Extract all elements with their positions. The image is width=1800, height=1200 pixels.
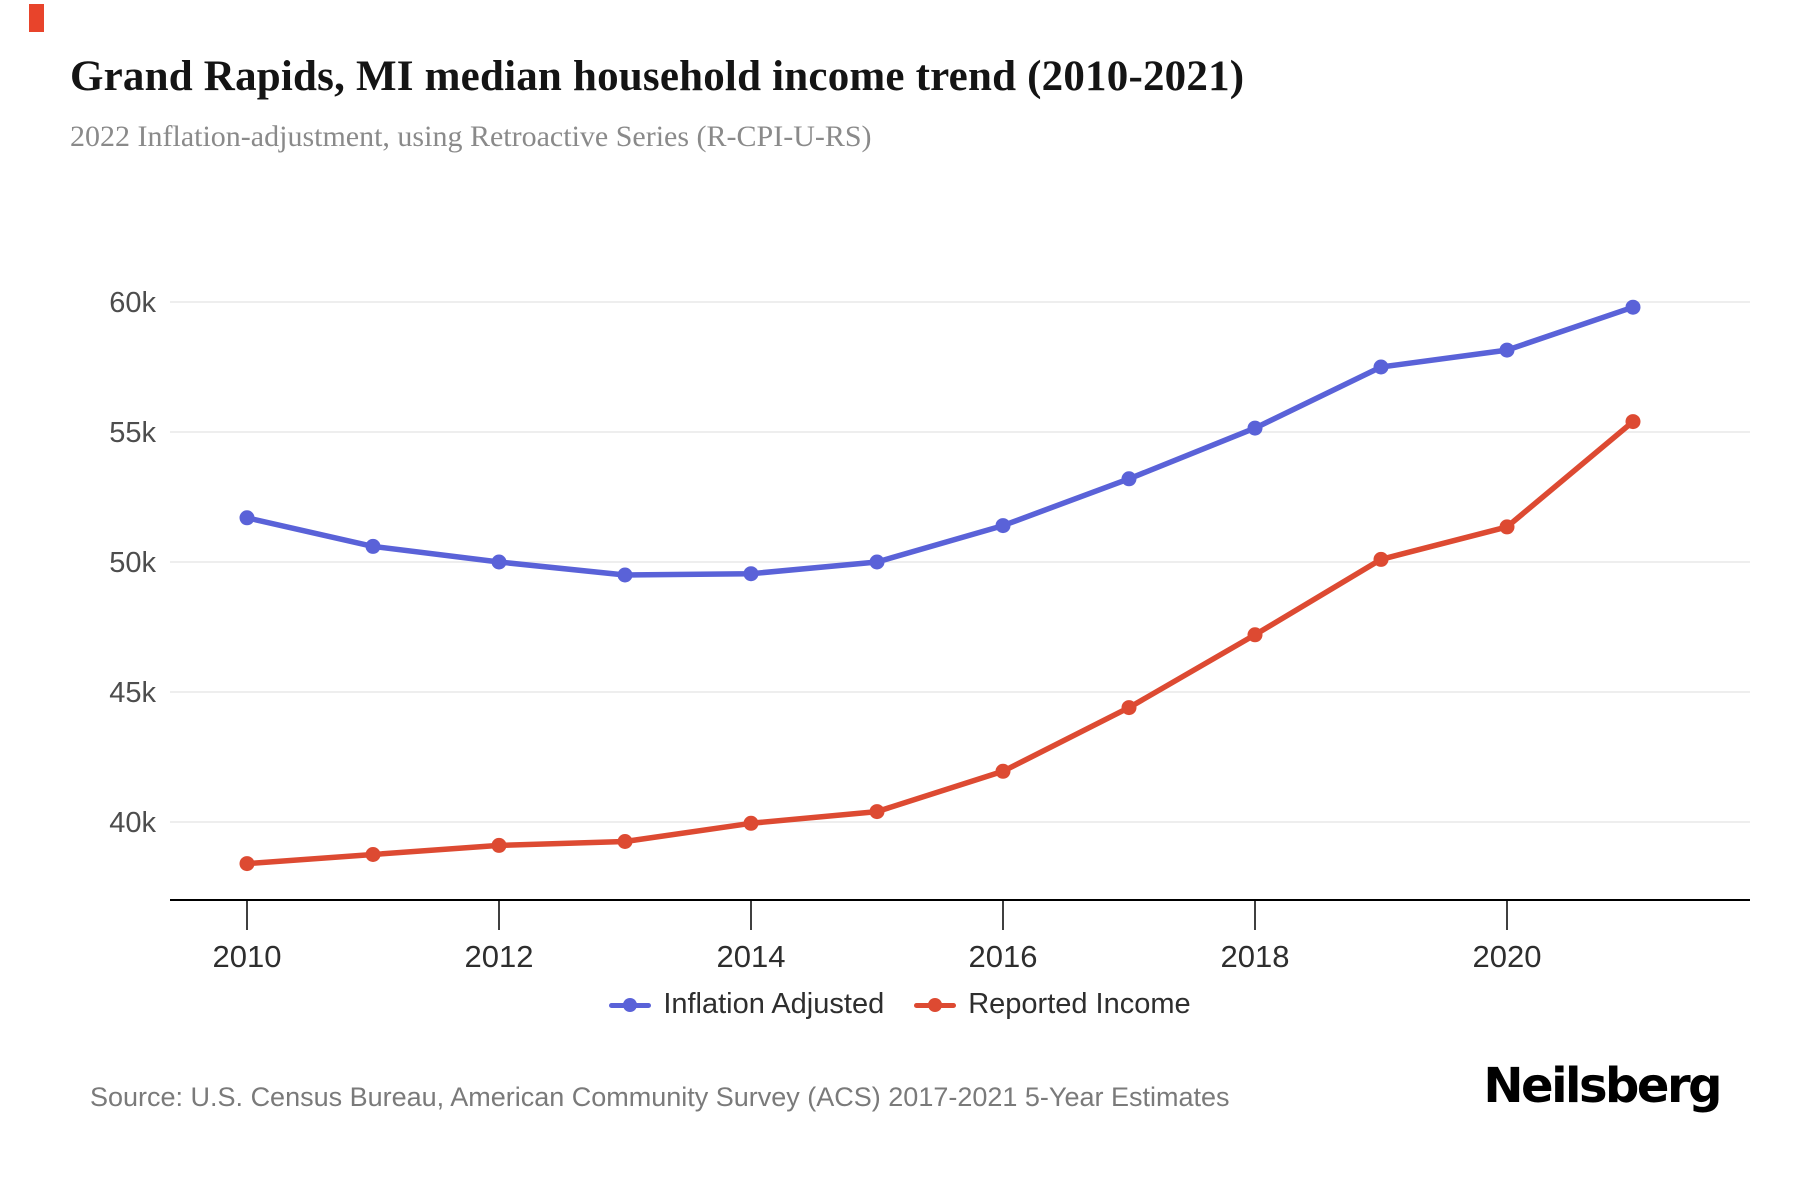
data-point-inflation-adjusted-2017 bbox=[1121, 471, 1137, 487]
legend-marker-inflation-adjusted bbox=[609, 997, 652, 1013]
data-point-reported-income-2013 bbox=[617, 834, 633, 849]
legend-dot-icon bbox=[623, 997, 638, 1012]
page-title: Grand Rapids, MI median household income… bbox=[70, 53, 1245, 100]
legend-item-inflation-adjusted: Inflation Adjusted bbox=[609, 988, 884, 1021]
data-point-reported-income-2017 bbox=[1121, 700, 1137, 716]
series-line-inflation-adjusted bbox=[244, 304, 1636, 578]
data-point-reported-income-2016 bbox=[995, 763, 1011, 779]
data-point-inflation-adjusted-2014 bbox=[743, 566, 759, 582]
x-axis-label-2010: 2010 bbox=[213, 939, 282, 974]
data-point-reported-income-2015 bbox=[869, 804, 885, 820]
legend-dot-icon bbox=[928, 997, 943, 1012]
source-attribution: Source: U.S. Census Bureau, American Com… bbox=[90, 1082, 1230, 1112]
data-point-reported-income-2010 bbox=[239, 856, 255, 872]
data-point-inflation-adjusted-2020 bbox=[1499, 342, 1515, 358]
data-point-reported-income-2020 bbox=[1499, 519, 1515, 535]
brand-accent-mark bbox=[29, 4, 44, 32]
legend-item-reported-income: Reported Income bbox=[914, 988, 1191, 1021]
line-chart-canvas: 40k 45k 50k 55k 60k 2010 2012 2014 2016 2018 2020 bbox=[109, 287, 1750, 974]
data-point-inflation-adjusted-2015 bbox=[869, 554, 885, 570]
data-point-inflation-adjusted-2018 bbox=[1247, 420, 1263, 436]
y-axis-label-60k: 60k bbox=[109, 287, 156, 319]
legend-label: Reported Income bbox=[968, 988, 1191, 1020]
x-axis-label-2014: 2014 bbox=[717, 939, 786, 974]
y-axis-label-50k: 50k bbox=[109, 547, 156, 579]
data-point-inflation-adjusted-2011 bbox=[365, 538, 381, 554]
data-point-inflation-adjusted-2021 bbox=[1625, 299, 1641, 315]
x-axis-label-2020: 2020 bbox=[1473, 939, 1542, 974]
data-point-reported-income-2012 bbox=[491, 837, 507, 853]
page-subtitle: 2022 Inflation-adjustment, using Retroac… bbox=[70, 120, 872, 153]
data-point-inflation-adjusted-2019 bbox=[1373, 359, 1389, 375]
y-axis-label-55k: 55k bbox=[109, 417, 156, 449]
y-axis-label-45k: 45k bbox=[109, 677, 156, 709]
x-axis-label-2016: 2016 bbox=[969, 939, 1038, 974]
data-point-reported-income-2021 bbox=[1625, 414, 1641, 430]
data-point-inflation-adjusted-2013 bbox=[617, 567, 633, 583]
data-point-inflation-adjusted-2016 bbox=[995, 518, 1011, 534]
data-point-inflation-adjusted-2012 bbox=[491, 554, 507, 570]
legend-marker-reported-income bbox=[914, 997, 957, 1013]
brand-logo: Neilsberg bbox=[1483, 1058, 1722, 1114]
legend-label: Inflation Adjusted bbox=[663, 988, 885, 1020]
y-axis-label-40k: 40k bbox=[109, 807, 156, 839]
x-axis-label-2012: 2012 bbox=[465, 939, 534, 974]
income-trend-chart: 40k 45k 50k 55k 60k 2010 2012 2014 2016 2018 2020 bbox=[0, 230, 1800, 975]
data-point-reported-income-2014 bbox=[743, 815, 759, 831]
x-axis-label-2018: 2018 bbox=[1221, 939, 1290, 974]
series-line-reported-income bbox=[244, 418, 1636, 867]
data-point-reported-income-2018 bbox=[1247, 627, 1263, 643]
data-point-reported-income-2019 bbox=[1373, 551, 1389, 567]
chart-legend: Inflation Adjusted Reported Income bbox=[0, 988, 1800, 1021]
data-point-reported-income-2011 bbox=[365, 847, 381, 862]
data-point-inflation-adjusted-2010 bbox=[239, 510, 255, 526]
